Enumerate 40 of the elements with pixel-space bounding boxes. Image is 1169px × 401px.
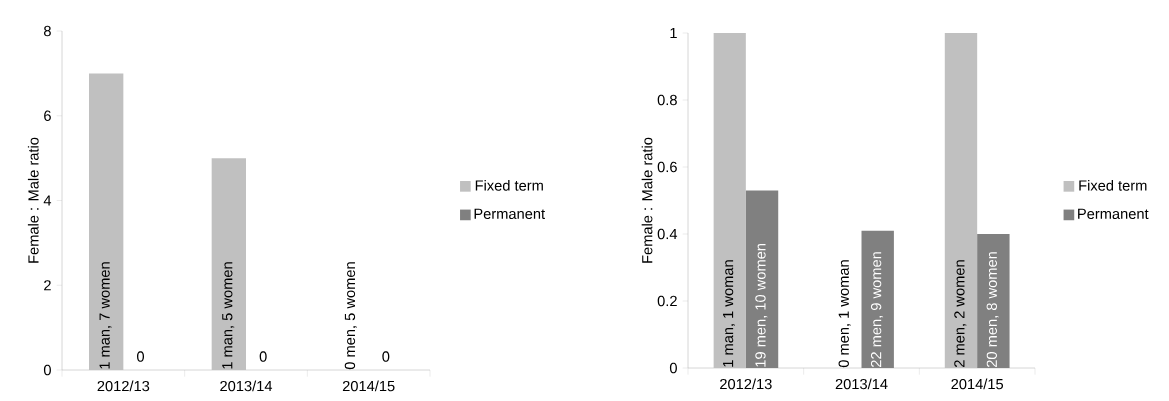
annotation: 0 [259, 351, 267, 362]
annotation: 2 men, 2 women [954, 260, 967, 367]
annotation: 20 men, 8 women [986, 252, 999, 367]
annotation: 0 men, 1 woman [838, 260, 851, 368]
annotation: 0 [382, 351, 390, 362]
y-tick-label: 6 [44, 110, 51, 121]
x-tick-label: 2014/15 [951, 378, 1004, 390]
legend-label: Permanent [474, 208, 545, 220]
y-tick-label: 0.2 [657, 295, 677, 307]
legend-label: Fixed term [1079, 179, 1147, 191]
x-tick-label: 2013/14 [835, 378, 888, 390]
bar [861, 230, 894, 368]
annotation: 22 men, 9 women [870, 252, 884, 367]
x-tick-label: 2012/13 [720, 378, 772, 390]
annotation: 0 [137, 351, 145, 362]
legend-label: Permanent [1078, 208, 1149, 220]
y-axis-title: Female : Male ratio [27, 137, 39, 263]
y-tick-label: 8 [43, 25, 51, 37]
bar [944, 33, 978, 368]
bar [745, 190, 779, 368]
y-tick-label: 0 [669, 362, 677, 374]
x-tick-label: 2013/14 [220, 380, 273, 392]
x-tick-label: 2014/15 [342, 380, 395, 392]
y-tick-label: 0.8 [657, 94, 677, 106]
y-tick-label: 4 [43, 195, 52, 206]
legend-label: Fixed term [475, 179, 543, 191]
annotation: 19 men, 10 women [755, 243, 768, 367]
bar [713, 33, 746, 368]
y-axis-title: Female : Male ratio [641, 137, 653, 263]
y-tick-label: 2 [44, 280, 51, 291]
annotation: 0 men, 5 women [344, 262, 357, 370]
y-tick-label: 0 [43, 364, 51, 376]
annotation: 1 man, 1 woman [723, 260, 735, 367]
annotation: 1 man, 5 women [222, 262, 235, 369]
annotation: 1 man, 7 women [99, 262, 112, 369]
x-tick-label: 2012/13 [97, 380, 150, 392]
y-tick-label: 0.4 [657, 228, 678, 240]
y-tick-label: 0.6 [657, 161, 677, 173]
y-tick-label: 1 [670, 27, 677, 39]
bar [977, 234, 1010, 368]
